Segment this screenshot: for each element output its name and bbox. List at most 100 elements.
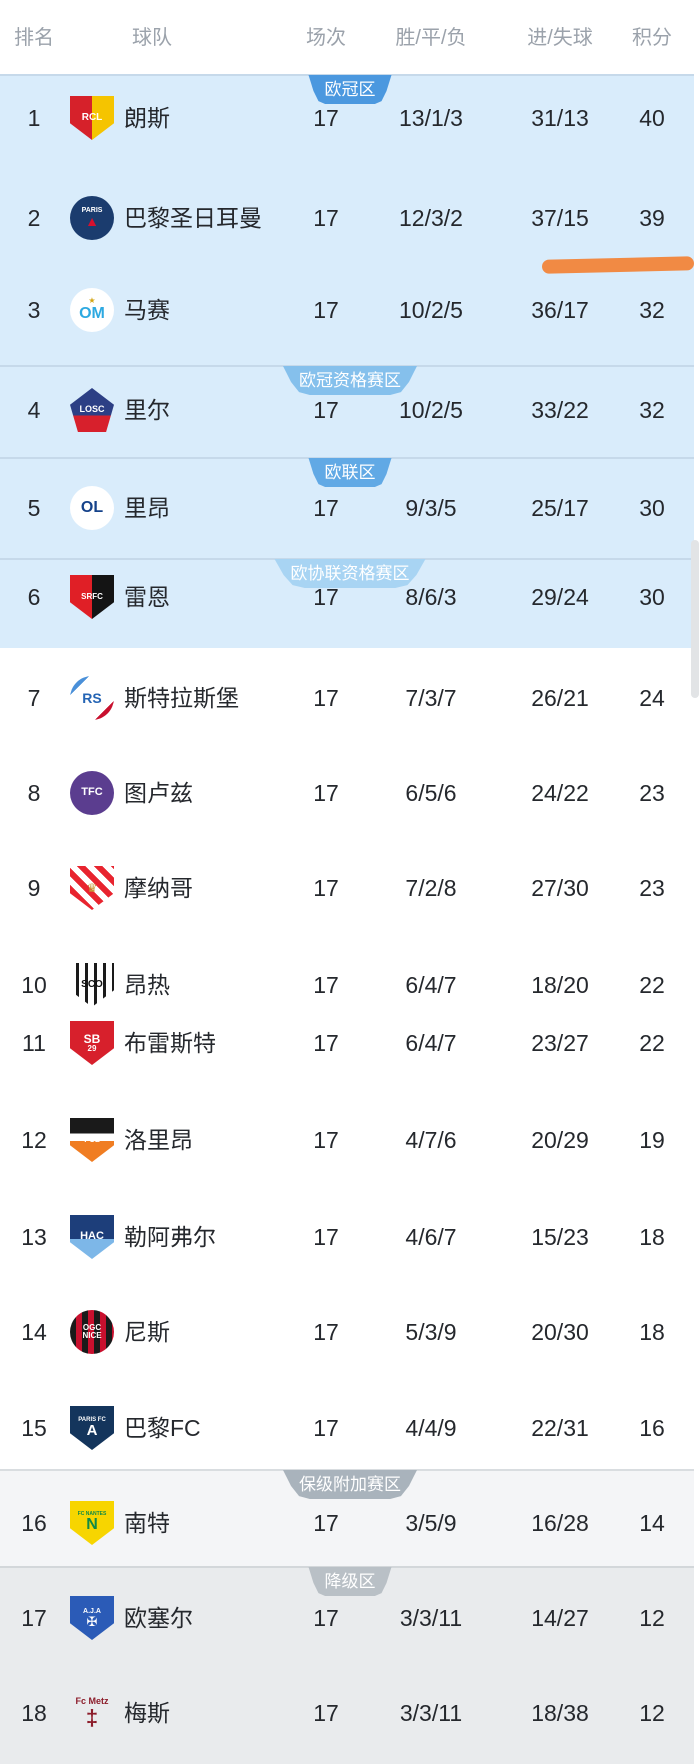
header-rank: 排名 xyxy=(14,27,54,49)
team-row[interactable]: 2 PARIS ▲ 巴黎圣日耳曼 17 12/3/2 37/15 39 xyxy=(0,173,694,263)
team-goals: 24/22 xyxy=(531,780,589,806)
team-row[interactable]: 10 SCO 昂热 17 6/4/7 18/20 22 xyxy=(0,940,694,1030)
team-name: 洛里昂 xyxy=(124,1127,193,1153)
team-wdl: 4/4/9 xyxy=(405,1415,457,1441)
team-played: 17 xyxy=(313,1224,339,1250)
zone-badge: 欧冠资格赛区 xyxy=(283,366,417,395)
team-goals: 29/24 xyxy=(531,584,589,610)
team-played: 17 xyxy=(313,1030,339,1056)
team-row[interactable]: 12 FCL 洛里昂 17 4/7/6 20/29 19 xyxy=(0,1095,694,1185)
team-row[interactable]: 1 RCL 朗斯 17 13/1/3 31/13 40 xyxy=(0,73,694,163)
team-played: 17 xyxy=(313,1510,339,1536)
header-wdl: 胜/平/负 xyxy=(395,27,467,49)
team-row[interactable]: 15 PARIS FC A 巴黎FC 17 4/4/9 22/31 16 xyxy=(0,1383,694,1473)
team-crest-icon: PARIS FC A xyxy=(70,1406,114,1450)
crest-text: TFC xyxy=(81,786,103,799)
header-played: 场次 xyxy=(306,27,346,49)
crest-text: 29 xyxy=(87,1044,97,1054)
team-rank: 12 xyxy=(21,1127,47,1153)
team-wdl: 4/7/6 xyxy=(405,1127,457,1153)
team-name: 图卢兹 xyxy=(124,780,193,806)
team-rank: 11 xyxy=(22,1030,46,1056)
team-name: 昂热 xyxy=(124,972,170,998)
team-row[interactable]: 7 RS 斯特拉斯堡 17 7/3/7 26/21 24 xyxy=(0,653,694,743)
team-goals: 16/28 xyxy=(531,1510,589,1536)
team-crest-icon: SB 29 xyxy=(70,1021,114,1065)
team-name: 里尔 xyxy=(124,397,170,423)
team-crest-icon: OGC NICE xyxy=(70,1310,114,1354)
team-goals: 25/17 xyxy=(531,495,589,521)
crest-text: PARIS xyxy=(81,206,103,214)
team-played: 17 xyxy=(313,875,339,901)
crest-text: LOSC xyxy=(79,404,105,415)
team-played: 17 xyxy=(313,780,339,806)
team-name: 梅斯 xyxy=(124,1700,170,1726)
crest-text: SRFC xyxy=(81,591,103,601)
team-row[interactable]: 3 ★ OM 马赛 17 10/2/5 36/17 32 xyxy=(0,265,694,355)
team-wdl: 7/2/8 xyxy=(405,875,457,901)
team-goals: 37/15 xyxy=(531,205,589,231)
crest-text: RS xyxy=(82,689,102,706)
team-row[interactable]: 18 Fc Metz ‡ 梅斯 17 3/3/11 18/38 12 xyxy=(0,1668,694,1758)
team-points: 12 xyxy=(639,1605,665,1631)
team-wdl: 10/2/5 xyxy=(399,397,463,423)
team-wdl: 12/3/2 xyxy=(399,205,463,231)
team-row[interactable]: 6 SRFC 雷恩 17 8/6/3 29/24 30 xyxy=(0,552,694,642)
zone-badge: 欧联区 xyxy=(308,458,392,487)
team-rank: 1 xyxy=(27,105,41,131)
team-name: 斯特拉斯堡 xyxy=(124,685,239,711)
crest-text: ★ xyxy=(88,296,96,306)
team-wdl: 5/3/9 xyxy=(405,1319,457,1345)
scrollbar-thumb[interactable] xyxy=(691,540,699,698)
crest-text: ‡ xyxy=(85,1705,99,1731)
team-row[interactable]: 14 OGC NICE 尼斯 17 5/3/9 20/30 18 xyxy=(0,1287,694,1377)
team-played: 17 xyxy=(313,972,339,998)
team-row[interactable]: 9 ♛ 摩纳哥 17 7/2/8 27/30 23 xyxy=(0,843,694,933)
team-name: 勒阿弗尔 xyxy=(124,1224,216,1250)
team-name: 南特 xyxy=(124,1510,170,1536)
team-row[interactable]: 13 HAC 勒阿弗尔 17 4/6/7 15/23 18 xyxy=(0,1192,694,1282)
team-wdl: 9/3/5 xyxy=(405,495,457,521)
team-goals: 23/27 xyxy=(531,1030,589,1056)
team-crest-icon: Fc Metz ‡ xyxy=(70,1691,114,1735)
crest-text: A.J.A xyxy=(83,1607,101,1615)
crest-text: OM xyxy=(79,304,105,322)
crest-text: FCL xyxy=(84,1134,100,1144)
team-wdl: 4/6/7 xyxy=(405,1224,457,1250)
team-goals: 36/17 xyxy=(531,297,589,323)
team-points: 40 xyxy=(639,105,665,131)
team-row[interactable]: 4 LOSC 里尔 17 10/2/5 33/22 32 xyxy=(0,365,694,455)
crest-text: N xyxy=(86,1516,98,1534)
team-name: 布雷斯特 xyxy=(124,1030,216,1056)
team-rank: 8 xyxy=(27,780,41,806)
team-rank: 16 xyxy=(21,1510,47,1536)
team-row[interactable]: 11 SB 29 布雷斯特 17 6/4/7 23/27 22 xyxy=(0,998,694,1088)
team-rank: 5 xyxy=(27,495,41,521)
team-crest-icon: RS xyxy=(70,676,114,720)
team-crest-icon: FCL xyxy=(70,1118,114,1162)
team-crest-icon: TFC xyxy=(70,771,114,815)
team-row[interactable]: 8 TFC 图卢兹 17 6/5/6 24/22 23 xyxy=(0,748,694,838)
team-row[interactable]: 16 FC NANTES N 南特 17 3/5/9 16/28 14 xyxy=(0,1478,694,1568)
team-name: 巴黎FC xyxy=(124,1415,201,1441)
team-name: 欧塞尔 xyxy=(124,1605,193,1631)
team-rank: 9 xyxy=(27,875,41,901)
team-wdl: 8/6/3 xyxy=(405,584,457,610)
team-crest-icon: ★ OM xyxy=(70,288,114,332)
team-row[interactable]: 17 A.J.A ✠ 欧塞尔 17 3/3/11 14/27 12 xyxy=(0,1573,694,1663)
crest-text: SCO xyxy=(81,978,103,990)
team-crest-icon: HAC xyxy=(70,1215,114,1259)
team-wdl: 3/3/11 xyxy=(399,1605,463,1631)
team-points: 32 xyxy=(639,297,665,323)
team-name: 摩纳哥 xyxy=(124,875,193,901)
team-goals: 15/23 xyxy=(531,1224,589,1250)
team-points: 23 xyxy=(639,780,665,806)
team-row[interactable]: 5 OL 里昂 17 9/3/5 25/17 30 xyxy=(0,463,694,553)
team-played: 17 xyxy=(313,584,339,610)
crest-text: RCL xyxy=(81,111,103,123)
zone-badge: 降级区 xyxy=(308,1567,392,1596)
team-played: 17 xyxy=(313,105,339,131)
team-crest-icon: FC NANTES N xyxy=(70,1501,114,1545)
team-crest-icon: A.J.A ✠ xyxy=(70,1596,114,1640)
